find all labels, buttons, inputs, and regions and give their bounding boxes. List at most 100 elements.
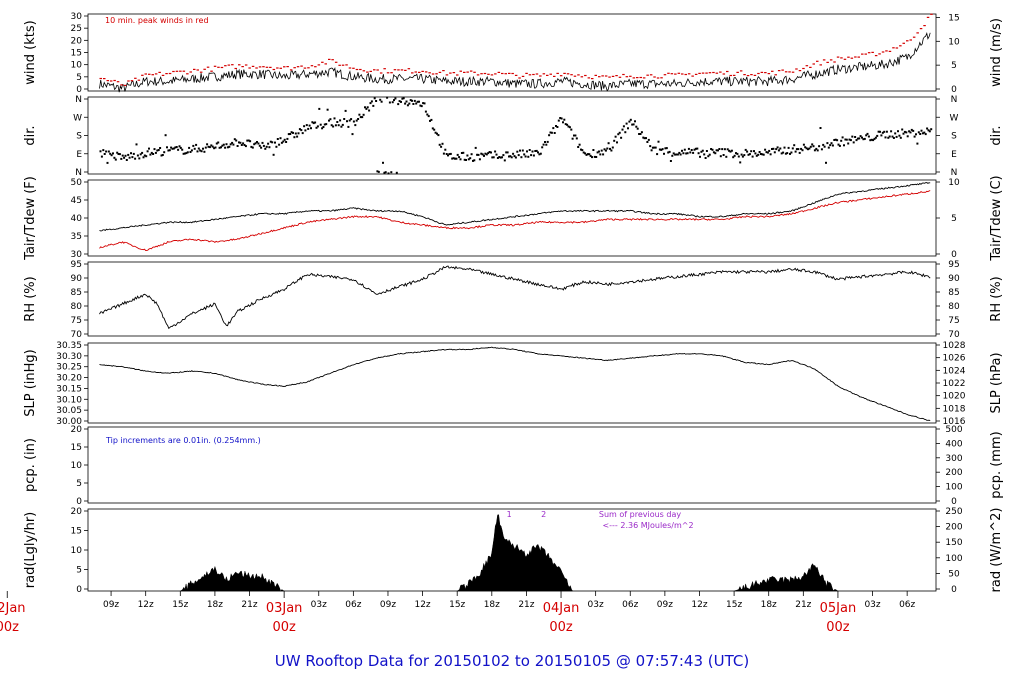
direction-point	[715, 149, 718, 152]
direction-point	[280, 141, 283, 144]
direction-point	[244, 145, 247, 148]
direction-point	[118, 153, 121, 156]
direction-point	[282, 140, 285, 143]
left-tick-label: 5	[76, 73, 82, 83]
right-tick-label: 300	[945, 454, 962, 464]
time-tick-label: 15z	[172, 600, 188, 610]
peak-wind-mark	[283, 66, 286, 68]
direction-point	[588, 153, 591, 156]
y-axis-label: rad(Lgly/hr)	[23, 512, 38, 588]
direction-point	[224, 146, 227, 149]
direction-point	[614, 135, 617, 138]
left-tick-label: 30	[71, 12, 83, 22]
direction-point	[919, 133, 922, 135]
direction-point	[470, 153, 473, 156]
direction-point	[246, 139, 249, 142]
direction-point	[149, 153, 152, 156]
right-tick-label: 100	[945, 483, 962, 493]
direction-point	[520, 156, 523, 159]
direction-point	[869, 139, 872, 142]
direction-point	[181, 148, 184, 151]
direction-point	[131, 156, 134, 159]
direction-point	[718, 148, 721, 150]
direction-point	[694, 147, 697, 150]
direction-point	[275, 145, 278, 148]
direction-point	[256, 141, 258, 143]
direction-point	[182, 152, 185, 155]
direction-point	[431, 127, 434, 130]
direction-point	[714, 152, 717, 155]
direction-point	[260, 146, 263, 149]
direction-point	[737, 155, 740, 158]
direction-point	[899, 136, 902, 139]
direction-point	[185, 152, 188, 155]
direction-point	[424, 110, 427, 113]
direction-point	[290, 131, 293, 134]
direction-point	[481, 153, 484, 156]
direction-point	[575, 137, 578, 140]
peak-wind-mark	[570, 74, 573, 76]
peak-wind-mark	[435, 73, 438, 75]
peak-wind-mark	[791, 71, 795, 73]
time-tick-label: 21z	[241, 600, 257, 610]
direction-point	[380, 100, 383, 103]
peak-wind-mark	[231, 64, 234, 66]
direction-point	[415, 102, 418, 105]
direction-point	[668, 150, 671, 153]
direction-point	[113, 156, 116, 159]
direction-point	[707, 155, 710, 158]
direction-point	[326, 108, 329, 111]
peak-wind-mark	[199, 71, 203, 73]
direction-point	[851, 135, 854, 138]
direction-point	[262, 144, 265, 147]
direction-point	[274, 141, 276, 144]
direction-point	[905, 131, 908, 134]
direction-point	[570, 128, 573, 131]
peak-wind-mark	[729, 74, 732, 77]
direction-point	[598, 150, 600, 153]
direction-point	[285, 141, 288, 143]
direction-point	[412, 103, 415, 105]
daily-sum-value: <--- 2.36 MJoules/m^2	[602, 521, 693, 530]
peak-wind-mark	[646, 74, 649, 76]
direction-point	[586, 153, 589, 156]
peak-wind-mark	[497, 71, 501, 73]
peak-wind-mark	[521, 75, 525, 77]
peak-wind-mark	[774, 74, 777, 76]
direction-point	[502, 154, 505, 157]
direction-point	[163, 151, 166, 154]
peak-wind-mark	[926, 16, 930, 18]
direction-point	[456, 153, 459, 156]
direction-point	[538, 153, 541, 156]
direction-point	[813, 149, 816, 152]
peak-wind-mark	[573, 75, 577, 77]
direction-point	[344, 109, 347, 112]
direction-point	[887, 136, 890, 139]
direction-point	[123, 156, 126, 159]
direction-point	[542, 143, 545, 146]
direction-point	[408, 102, 411, 105]
peak-wind-mark	[757, 72, 760, 75]
direction-point	[897, 130, 899, 133]
peak-wind-mark	[165, 73, 168, 75]
direction-point	[915, 133, 917, 136]
peak-wind-mark	[916, 32, 919, 34]
peak-wind-mark	[186, 73, 189, 75]
direction-point	[272, 153, 275, 156]
direction-point	[321, 127, 324, 130]
direction-point	[308, 124, 311, 127]
peak-wind-mark	[622, 73, 625, 76]
right-tick-label: 1028	[943, 341, 966, 351]
left-tick-label: 20	[71, 507, 83, 517]
peak-wind-mark	[224, 65, 227, 67]
peak-wind-mark	[660, 77, 663, 79]
peak-wind-mark	[383, 68, 386, 70]
peak-wind-mark	[120, 84, 123, 86]
direction-point	[485, 153, 488, 156]
direction-point	[402, 97, 405, 100]
peak-wind-mark	[878, 53, 881, 55]
peak-wind-mark	[144, 73, 147, 75]
direction-point	[805, 147, 808, 150]
direction-point	[808, 147, 811, 150]
peak-wind-mark	[289, 69, 293, 71]
